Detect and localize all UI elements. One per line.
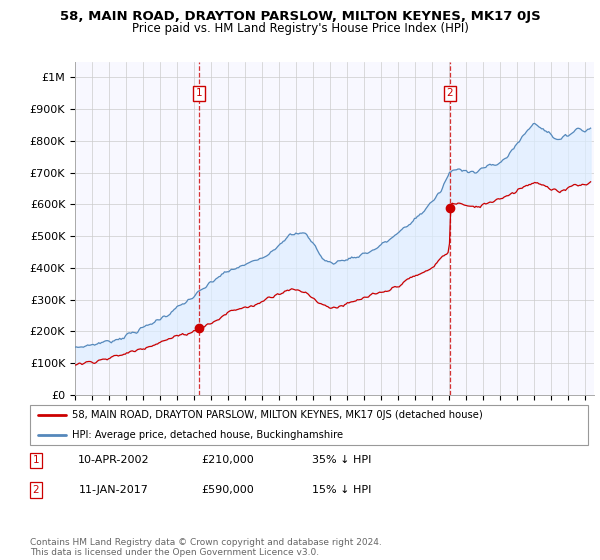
Text: 11-JAN-2017: 11-JAN-2017 [79,485,149,495]
Text: 35% ↓ HPI: 35% ↓ HPI [313,455,371,465]
Text: 1: 1 [32,455,40,465]
Text: 15% ↓ HPI: 15% ↓ HPI [313,485,371,495]
Text: Price paid vs. HM Land Registry's House Price Index (HPI): Price paid vs. HM Land Registry's House … [131,22,469,35]
Text: Contains HM Land Registry data © Crown copyright and database right 2024.
This d: Contains HM Land Registry data © Crown c… [30,538,382,557]
Text: 10-APR-2002: 10-APR-2002 [78,455,150,465]
FancyBboxPatch shape [30,405,588,445]
Text: 58, MAIN ROAD, DRAYTON PARSLOW, MILTON KEYNES, MK17 0JS (detached house): 58, MAIN ROAD, DRAYTON PARSLOW, MILTON K… [72,410,482,420]
Text: 2: 2 [447,88,454,99]
Text: 58, MAIN ROAD, DRAYTON PARSLOW, MILTON KEYNES, MK17 0JS: 58, MAIN ROAD, DRAYTON PARSLOW, MILTON K… [59,10,541,23]
Text: £210,000: £210,000 [202,455,254,465]
Text: 2: 2 [32,485,40,495]
Text: 1: 1 [196,88,202,99]
Text: £590,000: £590,000 [202,485,254,495]
Text: HPI: Average price, detached house, Buckinghamshire: HPI: Average price, detached house, Buck… [72,430,343,440]
